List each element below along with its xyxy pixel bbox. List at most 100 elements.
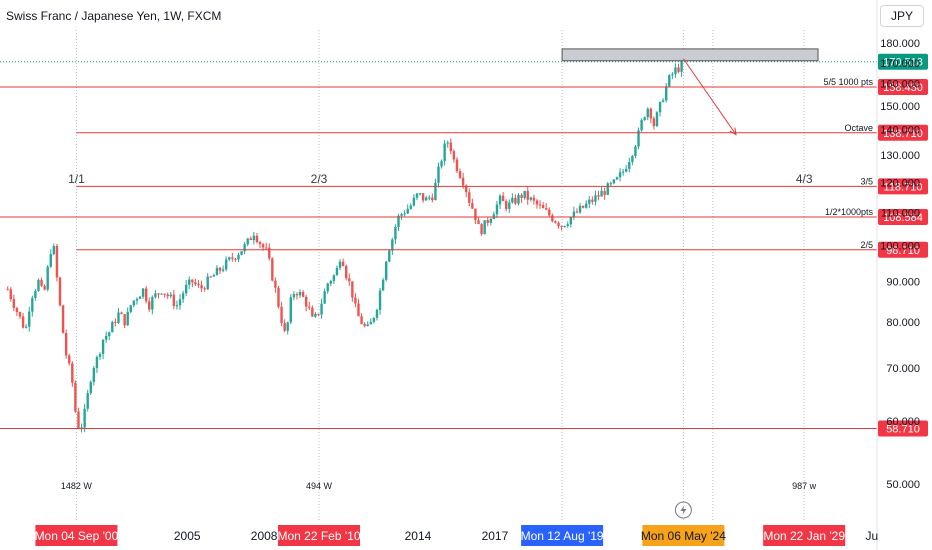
candle-body	[665, 86, 668, 101]
candle-body	[406, 208, 409, 214]
candle-body	[308, 306, 311, 308]
candle-body	[400, 214, 403, 216]
candle-body	[520, 194, 523, 199]
candle-body	[585, 203, 588, 208]
candle-body	[132, 300, 136, 306]
price-tick-label: 160.000	[880, 79, 920, 91]
candle-body	[144, 288, 148, 302]
candle-body	[403, 213, 406, 215]
candle-body	[489, 218, 493, 223]
candle-body	[277, 287, 280, 307]
candle-body	[15, 308, 19, 312]
candle-body	[271, 258, 274, 281]
candle-body	[52, 245, 56, 255]
candle-body	[21, 316, 25, 328]
target-box	[561, 48, 819, 62]
level-label: 2/5	[860, 240, 873, 250]
candle-body	[443, 143, 446, 162]
annotations: 1/1 1482 W 2/3 494 W 4/3 987 w	[61, 48, 819, 519]
candle-body	[517, 194, 520, 204]
candle-body	[508, 202, 511, 209]
candle-body	[440, 161, 443, 167]
candle-body	[206, 276, 209, 290]
candle-body	[40, 279, 43, 286]
currency-button[interactable]: JPY	[880, 5, 924, 27]
candle-body	[541, 204, 545, 209]
candle-body	[197, 284, 200, 286]
candle-body	[43, 285, 46, 290]
candle-body	[412, 197, 416, 206]
candle-body	[535, 200, 539, 205]
candle-body	[338, 261, 342, 268]
candle-body	[351, 281, 354, 298]
candle-body	[323, 291, 326, 304]
candle-body	[255, 235, 259, 243]
level-price-badge	[878, 178, 928, 195]
candle-body	[286, 322, 289, 331]
candle-body	[381, 279, 385, 291]
price-tick-label: 110.000	[881, 208, 920, 220]
candle-body	[621, 171, 625, 173]
price-tick-label: 80.000	[886, 317, 920, 329]
candle-body	[237, 254, 240, 260]
candle-body	[431, 197, 434, 201]
candle-body	[249, 238, 252, 241]
candle-body	[117, 312, 120, 323]
candle-body	[24, 326, 28, 328]
candle-body	[415, 193, 419, 198]
level-price-text: 108.584	[883, 212, 923, 224]
candle-body	[452, 151, 456, 160]
candle-body	[449, 142, 453, 152]
candle-body	[292, 294, 296, 298]
candle-body	[357, 303, 360, 317]
candle-body	[637, 130, 640, 147]
candle-body	[437, 166, 440, 183]
candle-body	[304, 296, 308, 307]
level-price-text: 158.450	[883, 82, 923, 94]
price-axis: 50.000 60.000 70.000 80.000 90.000 100.000 110…	[876, 0, 920, 550]
candle-body	[228, 257, 231, 260]
candle-body	[246, 238, 249, 245]
level-price-badge	[878, 420, 928, 437]
candle-body	[628, 162, 631, 169]
candle-body	[566, 224, 569, 227]
level-price-badge	[878, 241, 928, 258]
date-badge	[642, 525, 725, 546]
price-tick-label: 70.000	[886, 363, 920, 375]
candle-body	[261, 244, 265, 248]
candle-body	[545, 208, 548, 210]
date-badge-text: Mon 22 Feb '10	[277, 529, 360, 543]
price-tick-label: 60.000	[886, 416, 920, 428]
candle-body	[474, 208, 477, 221]
candle-body	[597, 195, 600, 197]
time-tick-label: 2008	[251, 529, 278, 543]
candle-body	[348, 278, 351, 282]
candle-body	[46, 266, 49, 290]
candle-body	[378, 290, 382, 310]
level-label: 1/2*1000pts	[825, 207, 874, 217]
candle-body	[181, 293, 185, 300]
candle-body	[9, 289, 12, 300]
candle-body	[424, 197, 428, 201]
price-tick-label: 180.000	[880, 38, 920, 50]
candle-body	[486, 220, 489, 223]
candle-body	[388, 250, 391, 262]
price-tick-label: 150.000	[880, 101, 920, 113]
last-price-badge	[878, 53, 928, 70]
candle-body	[224, 259, 228, 270]
projection-arrow-head	[729, 127, 737, 136]
candle-body	[480, 224, 483, 235]
price-tick-label: 130.000	[880, 150, 920, 162]
level-price-badge	[878, 208, 928, 225]
candle-body	[471, 202, 474, 209]
candle-body	[258, 242, 262, 245]
candle-body	[191, 279, 194, 283]
time-tick-label: 2005	[174, 529, 201, 543]
candle-body	[649, 108, 653, 119]
price-tick-label: 120.000	[880, 178, 920, 190]
candle-body	[200, 285, 203, 289]
candle-body	[92, 368, 96, 382]
date-badge	[521, 525, 604, 546]
candle-body	[640, 120, 643, 131]
